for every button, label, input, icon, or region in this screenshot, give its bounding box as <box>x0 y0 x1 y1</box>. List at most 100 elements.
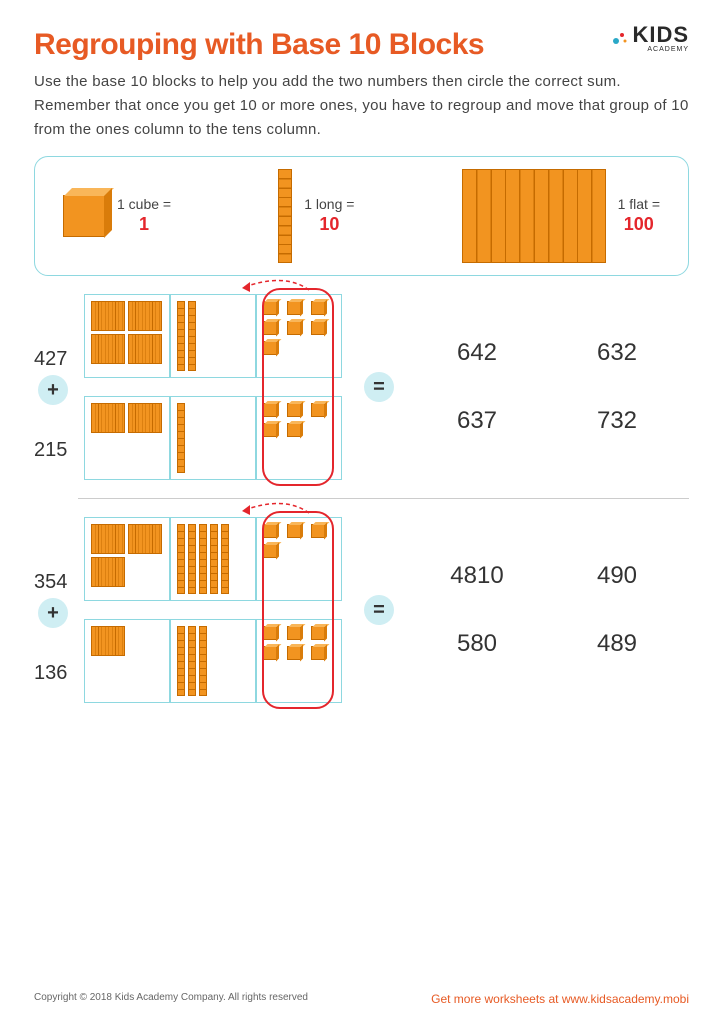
footer-copyright: Copyright © 2018 Kids Academy Company. A… <box>34 992 308 1006</box>
answer-choice[interactable]: 732 <box>582 407 652 435</box>
answer-choice[interactable]: 490 <box>582 562 652 590</box>
cube-block <box>287 301 301 315</box>
answer-grid: 4810 490 580 489 <box>442 562 652 658</box>
divider <box>78 498 689 499</box>
plus-icon: + <box>38 598 68 628</box>
cube-block <box>287 524 301 538</box>
addend-top: 427 <box>34 348 67 371</box>
cube-block <box>287 403 301 417</box>
long-block <box>177 301 185 371</box>
legend-flat: 1 flat = 100 <box>462 169 660 263</box>
logo: KIDS ACADEMY <box>610 24 689 53</box>
tens-cell <box>170 396 256 480</box>
cube-block <box>263 423 277 437</box>
hundreds-cell <box>84 294 170 378</box>
regroup-arrow <box>234 501 314 521</box>
legend-long-value: 10 <box>319 214 339 234</box>
long-block <box>188 626 196 696</box>
flat-block <box>91 403 125 433</box>
answer-grid: 642 632 637 732 <box>442 339 652 435</box>
equals-icon: = <box>364 595 394 625</box>
header: Regrouping with Base 10 Blocks KIDS ACAD… <box>34 28 689 62</box>
logo-sub: ACADEMY <box>647 46 689 53</box>
cube-block <box>287 646 301 660</box>
legend-flat-value: 100 <box>624 214 654 234</box>
flat-block <box>91 626 125 656</box>
long-block <box>188 301 196 371</box>
flat-block <box>91 334 125 364</box>
cube-block <box>263 646 277 660</box>
logo-brand: KIDS <box>632 24 689 46</box>
flat-icon <box>462 169 606 263</box>
regroup-arrow <box>234 278 314 298</box>
long-block <box>177 626 185 696</box>
cube-block <box>287 626 301 640</box>
addend-bottom: 136 <box>34 662 67 685</box>
hundreds-cell <box>84 517 170 601</box>
flat-block <box>128 524 162 554</box>
addend-top: 354 <box>34 571 67 594</box>
tens-cell <box>170 294 256 378</box>
instructions: Use the base 10 blocks to help you add t… <box>34 70 689 142</box>
equals-icon: = <box>364 372 394 402</box>
long-block <box>199 626 207 696</box>
answer-choice[interactable]: 637 <box>442 407 512 435</box>
flat-block <box>128 301 162 331</box>
blocks-row <box>84 294 342 378</box>
legend-cube-label: 1 cube = <box>117 196 171 212</box>
cube-block <box>311 646 325 660</box>
cube-block <box>311 524 325 538</box>
answer-choice[interactable]: 489 <box>582 630 652 658</box>
cube-block <box>263 301 277 315</box>
flat-block <box>91 301 125 331</box>
long-block <box>177 524 185 594</box>
answer-choice[interactable]: 4810 <box>442 562 512 590</box>
legend-cube-value: 1 <box>139 214 149 234</box>
legend-cube: 1 cube = 1 <box>63 195 171 237</box>
long-block <box>188 524 196 594</box>
cube-block <box>263 321 277 335</box>
cube-block <box>311 403 325 417</box>
cube-block <box>263 403 277 417</box>
legend-long-label: 1 long = <box>304 196 354 212</box>
legend-box: 1 cube = 1 1 long = 10 1 flat = 100 <box>34 156 689 276</box>
long-block <box>177 403 185 473</box>
plus-icon: + <box>38 375 68 405</box>
cube-block <box>263 544 277 558</box>
legend-flat-label: 1 flat = <box>618 196 660 212</box>
footer: Copyright © 2018 Kids Academy Company. A… <box>34 992 689 1006</box>
problem-1: 354 136 + = 4810 490 580 489 <box>34 517 689 703</box>
cube-block <box>263 524 277 538</box>
long-block <box>199 524 207 594</box>
blocks-row <box>84 619 342 703</box>
tens-cell <box>170 517 256 601</box>
cube-block <box>287 321 301 335</box>
addend-bottom: 215 <box>34 439 67 462</box>
ones-cell <box>256 294 342 378</box>
answer-choice[interactable]: 580 <box>442 630 512 658</box>
cube-block <box>311 626 325 640</box>
answer-choice[interactable]: 642 <box>442 339 512 367</box>
blocks-col: + <box>84 294 342 480</box>
ones-cell <box>256 517 342 601</box>
cube-icon <box>63 195 105 237</box>
long-block <box>221 524 229 594</box>
flat-block <box>128 403 162 433</box>
hundreds-cell <box>84 619 170 703</box>
ones-cell <box>256 396 342 480</box>
footer-link: Get more worksheets at www.kidsacademy.m… <box>431 992 689 1006</box>
cube-block <box>287 423 301 437</box>
blocks-row <box>84 517 342 601</box>
splash-icon <box>610 29 630 49</box>
legend-long: 1 long = 10 <box>278 169 354 263</box>
long-icon <box>278 169 292 263</box>
tens-cell <box>170 619 256 703</box>
answer-choice[interactable]: 632 <box>582 339 652 367</box>
cube-block <box>263 626 277 640</box>
flat-block <box>128 334 162 364</box>
hundreds-cell <box>84 396 170 480</box>
problem-0: 427 215 + = 642 632 637 732 <box>34 294 689 480</box>
blocks-row <box>84 396 342 480</box>
cube-block <box>263 341 277 355</box>
flat-block <box>91 524 125 554</box>
